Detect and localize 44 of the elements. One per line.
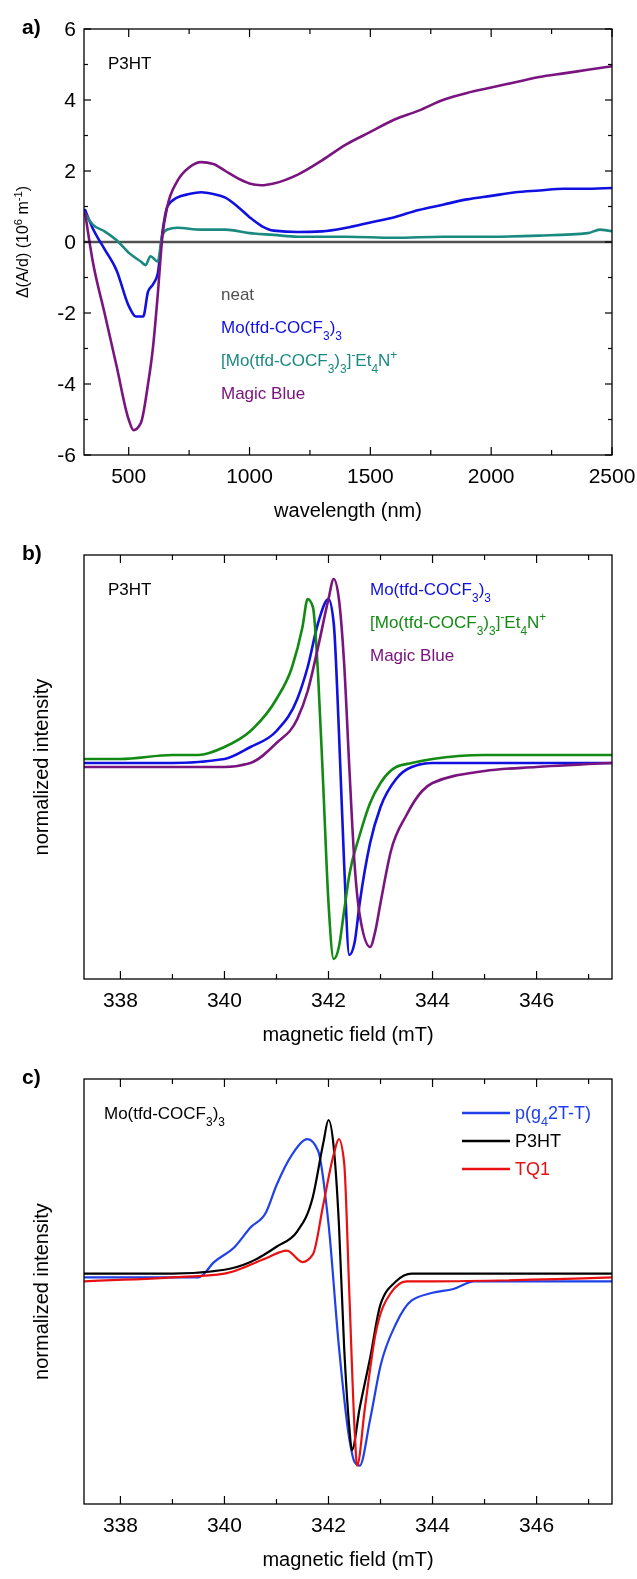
y-tick-label: -6	[57, 443, 76, 466]
x-tick-label: 338	[102, 1513, 138, 1536]
text: [Mo(tfd-COCF$_{3}$)$_{3}$]$^{-}$Et$_{4}$N$^{+}$	[221, 348, 398, 376]
x-tick-label: 342	[310, 988, 347, 1011]
x-tick-label: 340	[206, 988, 242, 1011]
x-tick-label: 344	[415, 988, 451, 1011]
legend-label: P3HT	[515, 1131, 562, 1151]
x-tick-label: 346	[519, 1513, 555, 1536]
legend-label: p(g$_{4}$2T-T)	[515, 1103, 592, 1129]
x-axis-title: magnetic field (mT)	[262, 1023, 434, 1045]
y-tick-label: 0	[64, 230, 76, 253]
y-axis-title: normalized intensity	[30, 678, 52, 856]
chart-title: b)	[22, 541, 42, 564]
x-tick-label: 2000	[467, 464, 515, 487]
x-tick-label: 346	[519, 988, 555, 1011]
x-tick-label: 338	[102, 988, 138, 1011]
text: Mo(tfd-COCF$_{3}$)$_{3}$	[370, 580, 492, 605]
line-series	[84, 212, 612, 267]
series-label: Magic Blue	[370, 646, 455, 665]
y-axis-title: normalized intensity	[30, 1203, 52, 1380]
x-tick-label: 1000	[226, 464, 273, 487]
x-tick-label: 340	[206, 1513, 242, 1536]
y-tick-label: 6	[64, 17, 76, 40]
text: [Mo(tfd-COCF$_{3}$)$_{3}$]$^{-}$Et$_{4}$N$^{+}$	[370, 610, 547, 638]
x-tick-label: 344	[415, 1513, 451, 1536]
y-tick-label: 2	[64, 159, 76, 182]
annotation: P3HT	[108, 54, 152, 73]
chart-title: a)	[22, 15, 41, 38]
text: Magic Blue	[221, 384, 306, 403]
x-tick-label: 342	[310, 1513, 347, 1536]
y-tick-label: -4	[57, 372, 77, 395]
x-axis-title: wavelength (nm)	[273, 499, 422, 521]
x-tick-label: 2500	[588, 464, 636, 487]
text: Mo(tfd-COCF$_{3}$)$_{3}$	[221, 318, 343, 343]
text: neat	[221, 285, 255, 304]
legend-label: TQ1	[515, 1159, 551, 1179]
x-tick-label: 500	[111, 464, 147, 487]
x-axis-title: magnetic field (mT)	[262, 1548, 434, 1570]
annotation: Mo(tfd-COCF$_{3}$)$_{3}$	[104, 1104, 226, 1129]
annotation: P3HT	[108, 580, 152, 599]
y-tick-label: -2	[57, 301, 76, 324]
y-tick-label: 4	[64, 88, 77, 111]
chart-title: c)	[22, 1065, 41, 1088]
x-tick-label: 1500	[346, 464, 394, 487]
